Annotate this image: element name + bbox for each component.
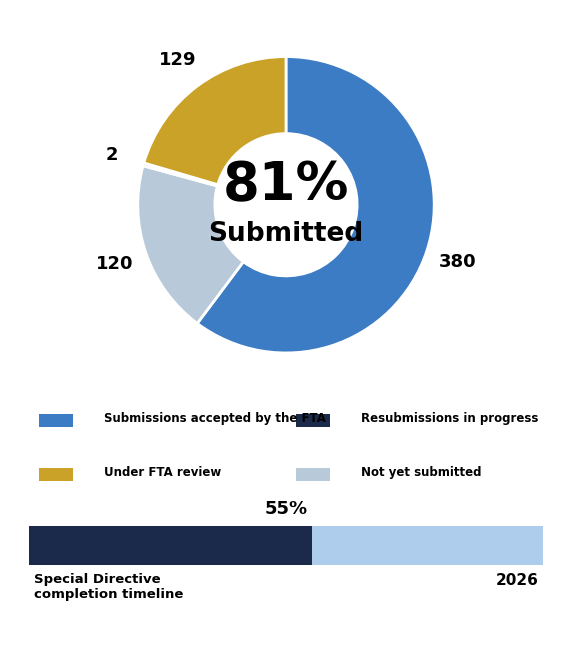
Wedge shape	[143, 163, 218, 186]
Wedge shape	[138, 166, 244, 324]
Text: 55%: 55%	[264, 499, 308, 517]
Text: 380: 380	[439, 253, 476, 271]
Bar	[29, 526, 312, 565]
Bar	[296, 468, 330, 481]
Text: 120: 120	[96, 255, 134, 272]
Bar	[29, 526, 543, 565]
Text: 81%: 81%	[223, 159, 349, 211]
Bar	[39, 468, 73, 481]
Text: Under FTA review: Under FTA review	[104, 465, 221, 478]
Text: Special Directive
completion timeline: Special Directive completion timeline	[34, 573, 183, 601]
Text: 2026: 2026	[495, 573, 538, 588]
Text: Submissions accepted by the FTA: Submissions accepted by the FTA	[104, 411, 325, 424]
Text: 129: 129	[159, 51, 196, 69]
Text: Submitted: Submitted	[208, 222, 364, 248]
Wedge shape	[197, 57, 434, 353]
Text: Not yet submitted: Not yet submitted	[361, 465, 482, 478]
Wedge shape	[144, 57, 286, 185]
Text: Resubmissions in progress: Resubmissions in progress	[361, 411, 538, 424]
Bar	[296, 414, 330, 427]
Bar	[39, 414, 73, 427]
Text: 2: 2	[106, 146, 118, 164]
